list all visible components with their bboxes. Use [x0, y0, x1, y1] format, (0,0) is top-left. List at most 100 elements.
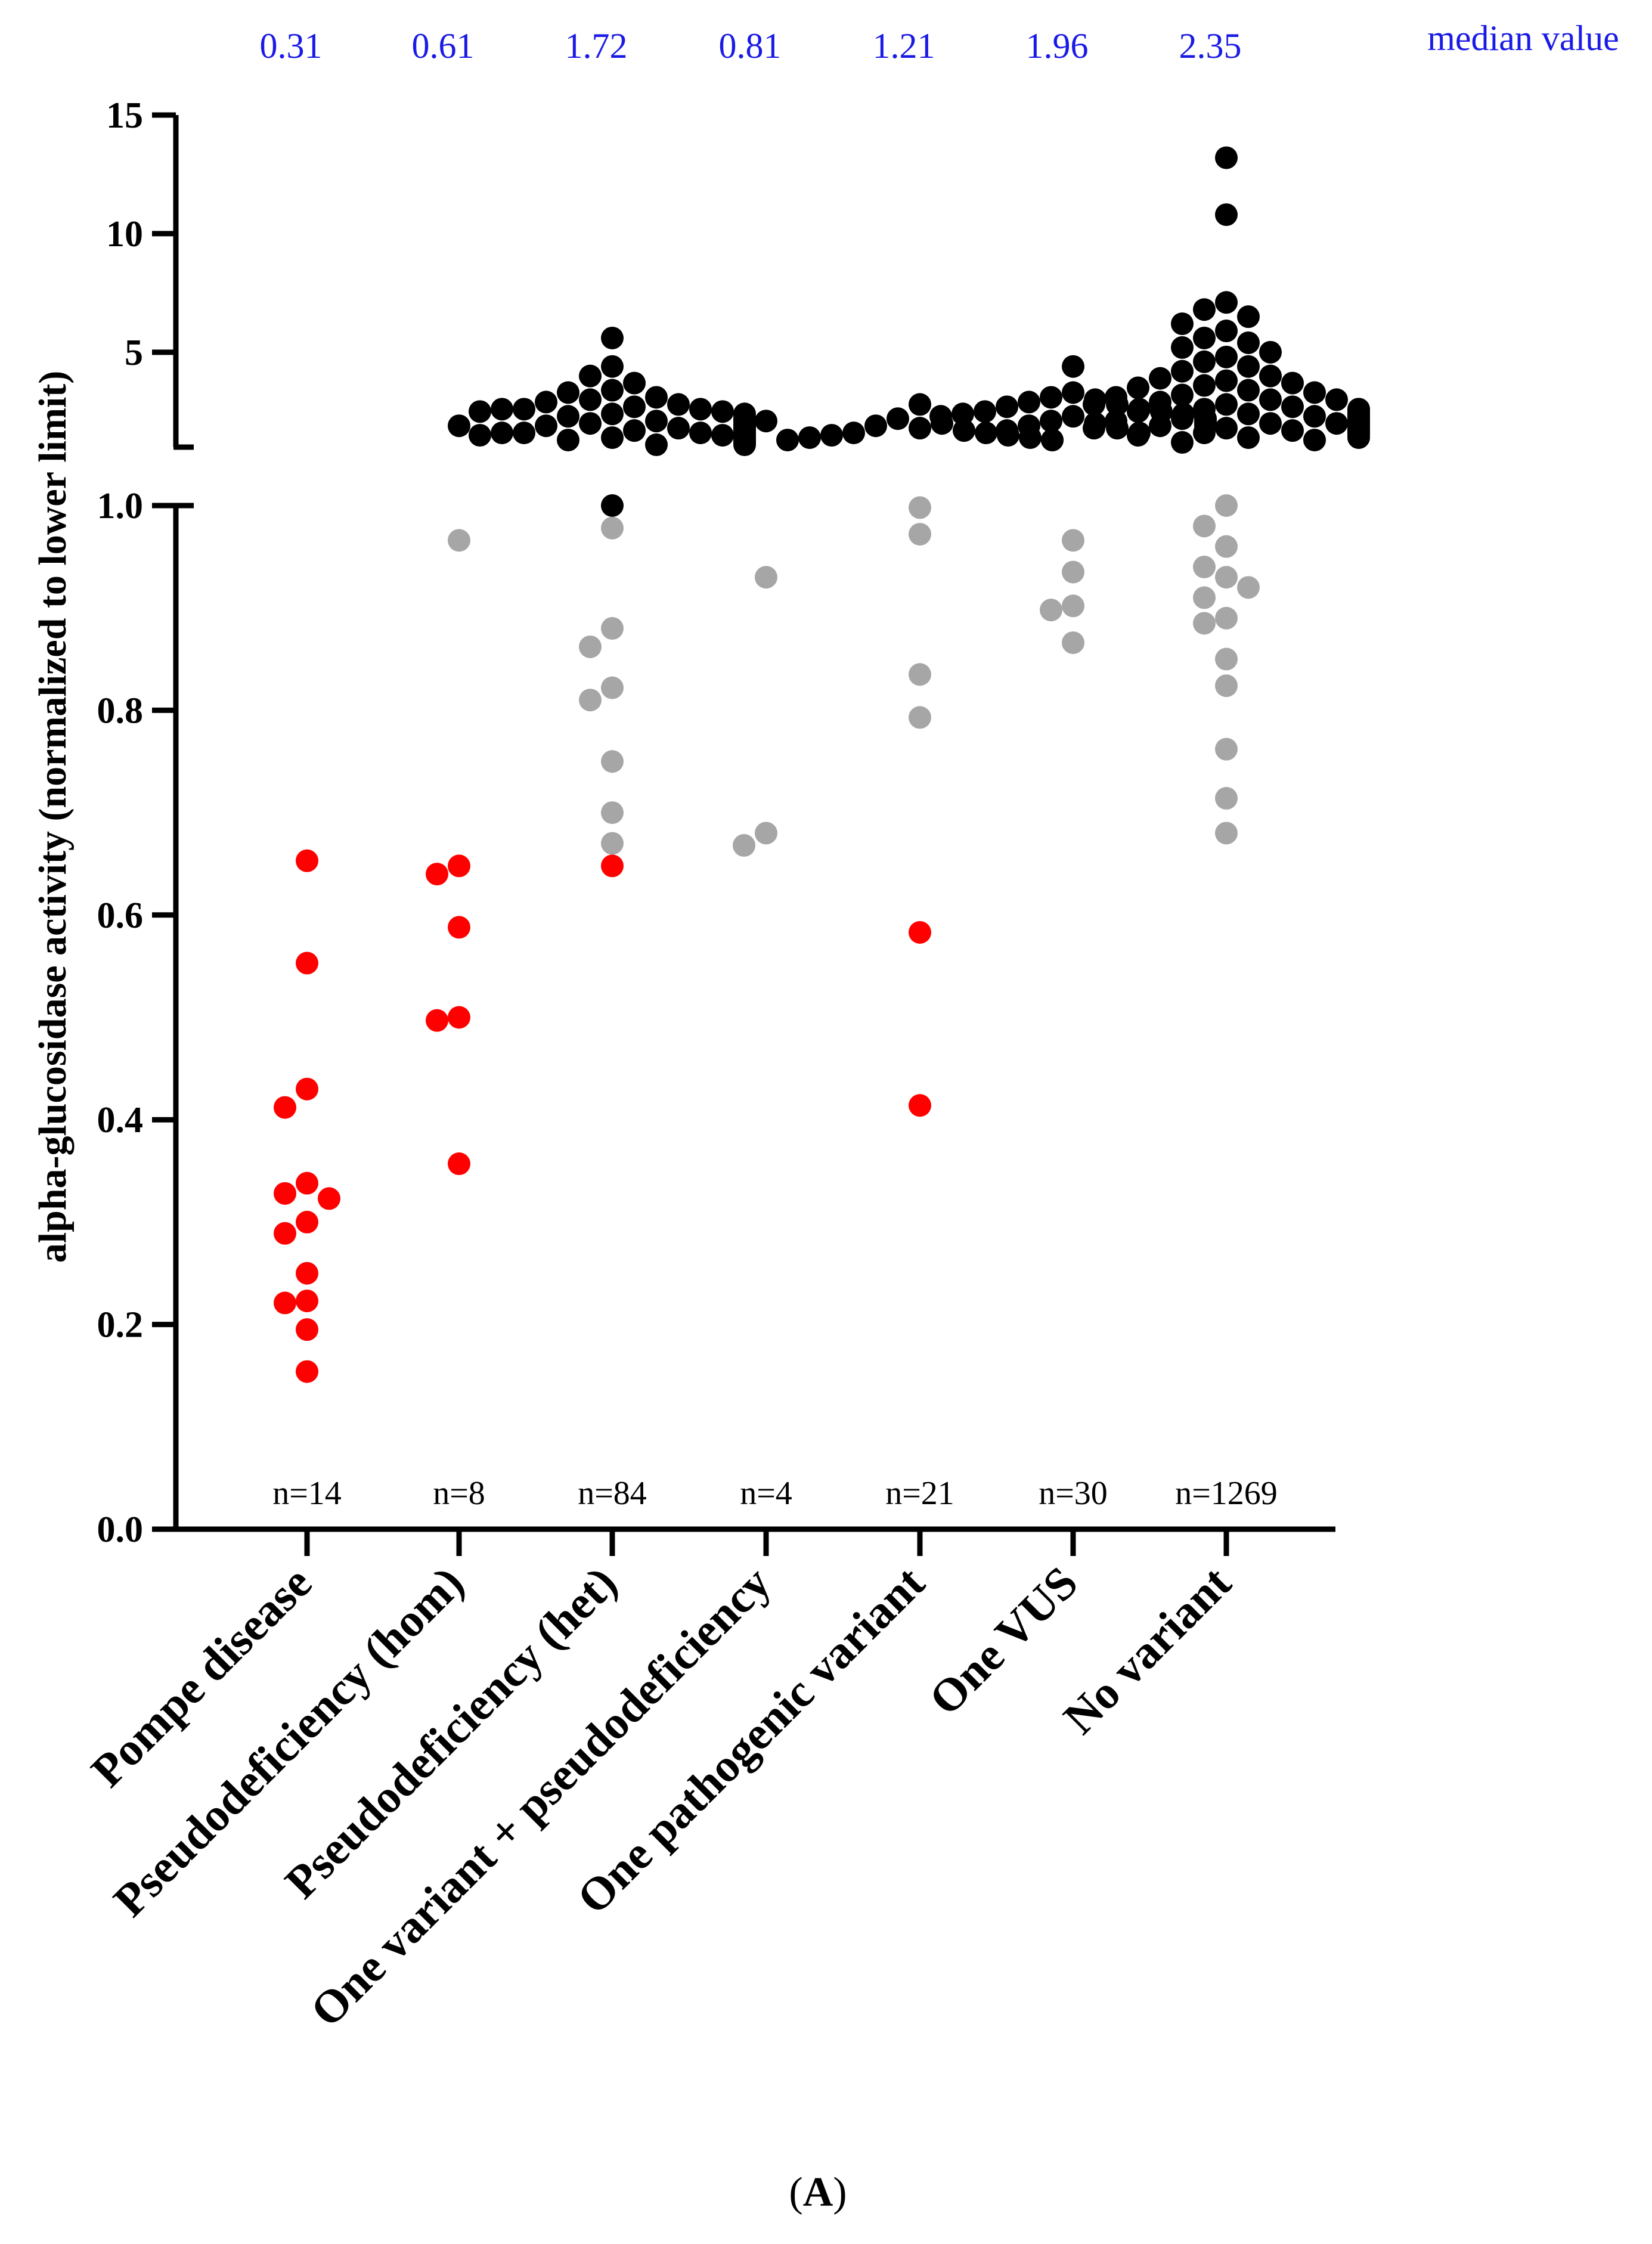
data-point-black	[601, 426, 624, 450]
data-point-black	[1105, 410, 1127, 433]
y-axis-title: alpha-glucosidase activity (normalized t…	[31, 371, 75, 1263]
data-point-black	[1303, 429, 1326, 452]
data-point-black	[513, 421, 535, 445]
data-point-black	[1215, 203, 1238, 227]
data-point-black	[1149, 390, 1171, 414]
data-point-black	[711, 424, 734, 447]
data-point-red	[274, 1182, 296, 1205]
data-point-grey	[1237, 576, 1260, 599]
data-point-black	[1215, 146, 1238, 169]
data-point-black	[820, 424, 843, 447]
median-value-label: 1.21	[873, 26, 935, 66]
data-point-black	[491, 398, 513, 421]
median-value-label: 2.35	[1179, 26, 1242, 66]
data-point-black	[1237, 331, 1260, 354]
data-point-black	[645, 386, 668, 409]
data-point-black	[1193, 298, 1216, 321]
y-tick-label: 0.0	[97, 1510, 144, 1550]
data-point-red	[448, 1152, 470, 1176]
data-point-black	[1171, 359, 1194, 383]
data-point-black	[557, 381, 579, 404]
median-value-label: 0.61	[412, 26, 475, 66]
data-point-black	[1237, 305, 1260, 328]
data-point-red	[296, 1077, 318, 1101]
data-point-black	[667, 393, 690, 416]
data-point-black	[469, 400, 491, 423]
data-point-black	[601, 326, 624, 349]
data-point-black	[953, 419, 975, 442]
data-point-black	[864, 414, 887, 438]
data-point-grey	[1062, 560, 1084, 584]
y-tick-label: 0.6	[97, 895, 144, 936]
y-tick-label: 0.2	[97, 1305, 144, 1346]
data-point-black	[1018, 390, 1040, 414]
data-point-black	[667, 417, 690, 440]
n-count-label: n=21	[885, 1475, 954, 1512]
data-point-black	[1215, 320, 1238, 343]
data-point-black	[996, 419, 1018, 442]
data-point-black	[798, 426, 821, 450]
data-point-grey	[1215, 822, 1238, 845]
data-point-black	[601, 355, 624, 378]
data-point-black	[1237, 426, 1260, 450]
n-count-label: n=14	[272, 1475, 342, 1512]
data-point-black	[1127, 424, 1149, 447]
data-point-black	[711, 400, 734, 423]
data-point-grey	[755, 566, 777, 589]
data-point-grey	[1215, 535, 1238, 558]
data-point-red	[296, 849, 318, 872]
data-point-black	[929, 405, 952, 428]
data-point-grey	[1040, 599, 1062, 622]
y-tick-label: 0.4	[97, 1100, 144, 1140]
data-point-grey	[909, 663, 931, 686]
data-point-black	[448, 414, 470, 438]
data-point-black	[1237, 355, 1260, 378]
chart-text: median value alpha-glucosidase activity …	[31, 18, 1619, 2215]
data-point-grey	[1193, 586, 1216, 609]
data-point-black	[645, 410, 668, 433]
n-count-label: n=8	[433, 1475, 485, 1512]
data-point-grey	[733, 834, 755, 857]
n-count-label: n=4	[740, 1475, 792, 1512]
data-point-grey	[601, 801, 624, 825]
x-category-label: No variant	[1053, 1556, 1241, 1743]
data-point-black	[1237, 379, 1260, 402]
data-point-red	[274, 1291, 296, 1315]
data-point-black	[535, 390, 557, 414]
data-point-black	[557, 405, 579, 428]
data-point-grey	[1215, 737, 1238, 761]
data-point-black	[842, 421, 865, 445]
data-point-grey	[1193, 514, 1216, 538]
data-point-black	[1171, 407, 1194, 430]
data-point-black	[1171, 383, 1194, 407]
data-point-black	[689, 398, 712, 421]
data-point-black	[1083, 417, 1105, 440]
data-point-grey	[1062, 594, 1084, 618]
data-point-grey	[1215, 787, 1238, 810]
median-value-label: 0.81	[719, 26, 782, 66]
y-tick-label: 15	[106, 95, 143, 136]
data-point-red	[296, 1360, 318, 1383]
data-point-black	[601, 402, 624, 426]
median-value-label: 0.31	[260, 26, 323, 66]
data-point-black	[1193, 326, 1216, 349]
data-point-grey	[601, 832, 624, 855]
data-point-black	[1149, 414, 1171, 438]
data-point-red	[601, 854, 624, 878]
data-point-black	[909, 393, 931, 416]
data-point-red	[274, 1096, 296, 1119]
data-point-grey	[1215, 606, 1238, 630]
data-point-black	[1171, 336, 1194, 359]
data-point-grey	[909, 523, 931, 546]
data-point-black	[1215, 369, 1238, 392]
data-point-red	[296, 1210, 318, 1233]
data-point-grey	[579, 689, 602, 712]
data-point-black	[535, 414, 557, 438]
data-point-grey	[1062, 631, 1084, 655]
axes	[152, 112, 1335, 1556]
data-point-red	[318, 1187, 340, 1210]
data-point-grey	[755, 822, 777, 845]
data-point-grey	[1215, 494, 1238, 517]
data-point-black	[996, 395, 1018, 419]
data-point-grey	[579, 635, 602, 658]
